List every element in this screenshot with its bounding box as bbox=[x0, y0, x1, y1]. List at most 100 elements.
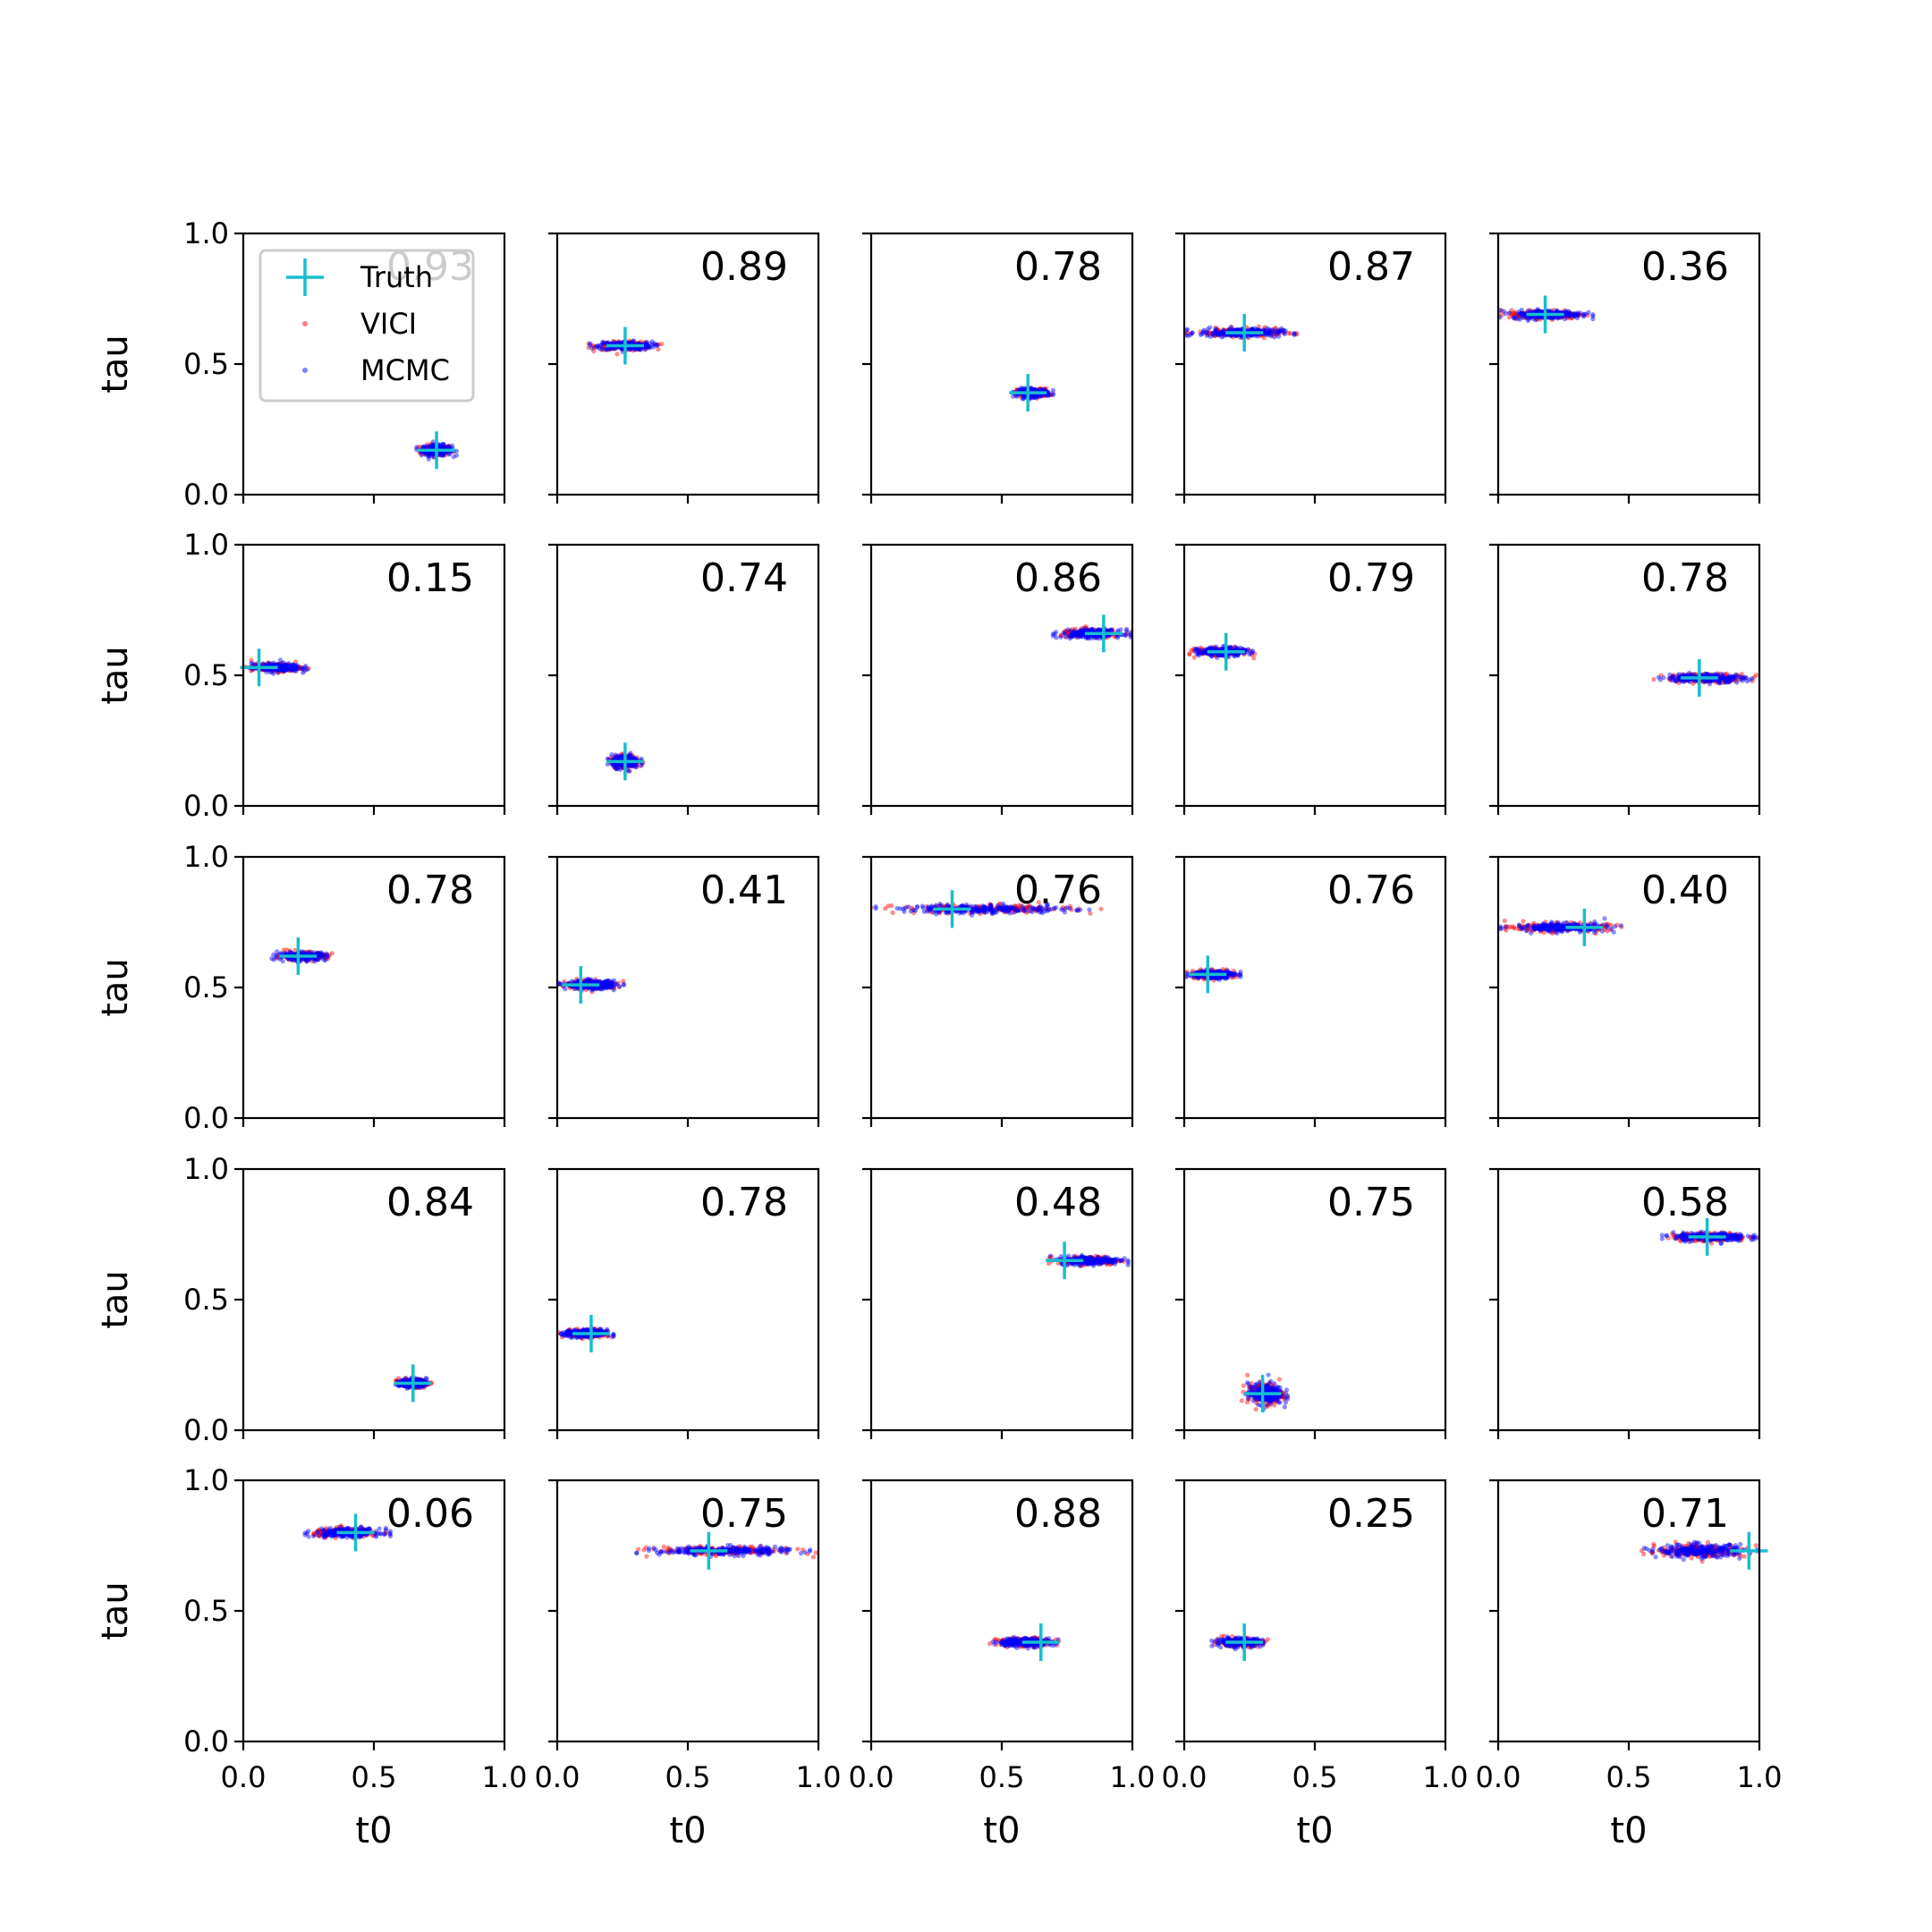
vici-samples-point bbox=[295, 665, 301, 671]
mcmc-samples-point bbox=[283, 665, 288, 671]
vici-samples-point bbox=[1200, 650, 1206, 657]
mcmc-samples-point bbox=[1074, 630, 1080, 635]
vici-samples-point bbox=[283, 665, 289, 671]
mcmc-samples-point bbox=[1203, 649, 1208, 655]
mcmc-samples-point bbox=[281, 666, 287, 672]
mcmc-samples-point bbox=[1220, 329, 1225, 335]
vici-samples-point bbox=[1262, 328, 1267, 334]
vici-samples-point bbox=[1073, 633, 1079, 640]
mcmc-samples-point bbox=[1282, 331, 1288, 336]
vici-samples-point bbox=[1030, 394, 1036, 399]
mcmc-samples-point bbox=[1072, 630, 1078, 636]
vici-samples-point bbox=[1751, 674, 1758, 680]
vici-samples-point bbox=[1080, 632, 1086, 638]
vici-samples-point bbox=[626, 761, 631, 767]
vici-samples-point bbox=[282, 665, 287, 671]
mcmc-samples-point bbox=[1521, 311, 1526, 317]
mcmc-samples-point bbox=[609, 752, 614, 758]
mcmc-samples-point bbox=[1720, 675, 1725, 681]
mcmc-samples-point bbox=[1578, 310, 1583, 316]
mcmc-samples-point bbox=[605, 756, 610, 761]
mcmc-samples-point bbox=[1268, 333, 1274, 338]
mcmc-samples-point bbox=[1096, 627, 1101, 632]
vici-samples-point bbox=[1198, 329, 1203, 335]
mcmc-samples-point bbox=[1725, 674, 1731, 680]
mcmc-samples-point bbox=[606, 346, 612, 352]
vici-samples-point bbox=[1237, 335, 1243, 341]
vici-samples-point bbox=[277, 665, 283, 671]
mcmc-samples-point bbox=[275, 949, 280, 954]
vici-samples-point bbox=[1070, 626, 1075, 632]
vici-samples-point bbox=[1190, 330, 1195, 336]
vici-samples-point bbox=[1071, 631, 1077, 637]
panel-frame bbox=[242, 232, 506, 496]
mcmc-samples-point bbox=[1085, 634, 1090, 640]
vici-samples-point bbox=[274, 955, 279, 962]
mcmc-samples-point bbox=[277, 666, 283, 672]
vici-samples-point bbox=[1676, 676, 1682, 682]
mcmc-samples-point bbox=[1021, 387, 1027, 393]
vici-samples-point bbox=[1191, 648, 1196, 654]
mcmc-samples-point bbox=[1070, 634, 1075, 640]
mcmc-samples-point bbox=[1272, 335, 1277, 340]
mcmc-samples-point bbox=[1184, 333, 1190, 338]
mcmc-samples-point bbox=[1715, 678, 1720, 683]
mcmc-samples-point bbox=[1262, 332, 1267, 337]
vici-samples-point bbox=[1037, 394, 1042, 399]
vici-samples-point bbox=[1533, 316, 1538, 322]
vici-samples-point bbox=[1671, 674, 1676, 679]
vici-samples-point bbox=[1256, 324, 1261, 329]
mcmc-samples-point bbox=[1726, 679, 1733, 684]
mcmc-samples-point bbox=[281, 664, 287, 669]
mcmc-samples-point bbox=[1276, 329, 1282, 335]
mcmc-samples-point bbox=[297, 665, 302, 671]
mcmc-samples-point bbox=[281, 667, 286, 673]
mcmc-samples-point bbox=[1273, 331, 1279, 336]
vici-samples-point bbox=[299, 665, 304, 670]
mcmc-samples-point bbox=[275, 669, 281, 674]
vici-samples-point bbox=[600, 340, 606, 345]
mcmc-samples-point bbox=[1020, 387, 1025, 393]
mcmc-samples-point bbox=[1194, 646, 1199, 652]
mcmc-samples-point bbox=[1667, 672, 1673, 677]
vici-samples-point bbox=[444, 445, 449, 450]
mcmc-samples-point bbox=[628, 755, 633, 760]
mcmc-samples-point bbox=[1204, 333, 1209, 338]
mcmc-samples-point bbox=[642, 347, 648, 352]
mcmc-samples-point bbox=[1089, 636, 1094, 641]
vici-samples-point bbox=[614, 340, 619, 345]
mcmc-samples-point bbox=[1029, 386, 1034, 392]
vici-samples-point bbox=[299, 666, 304, 672]
mcmc-samples-point bbox=[1034, 394, 1039, 399]
vici-samples-point bbox=[1221, 326, 1226, 332]
mcmc-samples-point bbox=[428, 445, 434, 450]
mcmc-samples-point bbox=[1039, 386, 1045, 393]
vici-samples-point bbox=[1076, 634, 1081, 640]
mcmc-samples-point bbox=[1249, 326, 1255, 333]
mcmc-samples-point bbox=[1740, 675, 1745, 681]
vici-samples-point bbox=[314, 950, 320, 955]
vici-samples-point bbox=[282, 665, 287, 671]
mcmc-samples-point bbox=[1676, 672, 1682, 677]
mcmc-samples-point bbox=[1029, 385, 1034, 391]
mcmc-samples-point bbox=[279, 666, 284, 672]
mcmc-samples-point bbox=[1083, 634, 1089, 640]
mcmc-samples-point bbox=[1553, 314, 1558, 320]
mcmc-samples-point bbox=[440, 451, 445, 456]
vici-samples-point bbox=[586, 341, 591, 346]
vici-samples-point bbox=[1521, 310, 1526, 316]
mcmc-samples-point bbox=[292, 666, 297, 672]
vici-samples-point bbox=[1720, 674, 1725, 680]
mcmc-samples-point bbox=[1572, 313, 1577, 319]
mcmc-samples-point bbox=[1240, 647, 1245, 652]
mcmc-samples-point bbox=[277, 665, 284, 671]
mcmc-samples-point bbox=[1498, 315, 1503, 320]
vici-samples-point bbox=[1201, 649, 1208, 655]
mcmc-samples-point bbox=[1536, 315, 1542, 320]
vici-samples-point bbox=[1499, 312, 1504, 318]
mcmc-samples-point bbox=[323, 957, 328, 962]
vici-samples-point bbox=[1731, 676, 1736, 682]
mcmc-samples-point bbox=[1708, 672, 1714, 677]
mcmc-samples-point bbox=[1744, 679, 1750, 684]
vici-samples-point bbox=[1217, 332, 1223, 337]
